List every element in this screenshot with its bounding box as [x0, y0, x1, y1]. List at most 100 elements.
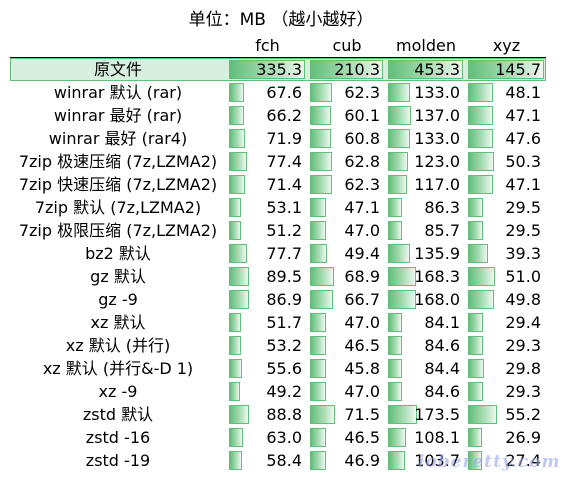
row-label: 7zip 快速压缩 (7z,LZMA2)	[18, 175, 218, 194]
data-bar	[229, 405, 250, 424]
cell-value: 84.6	[424, 382, 460, 401]
cell-value: 55.2	[505, 405, 541, 424]
cell-value: 335.3	[256, 60, 302, 79]
data-bar	[468, 106, 493, 125]
cell-fch: 335.3	[228, 58, 307, 81]
data-bar	[310, 83, 332, 102]
column-header-molden: molden	[396, 36, 456, 55]
cell-value: 66.2	[266, 106, 302, 125]
row-label: 7zip 极速压缩 (7z,LZMA2)	[18, 152, 218, 171]
data-bar	[468, 60, 544, 79]
cell-value: 27.4	[505, 451, 541, 470]
cell-value: 62.3	[344, 175, 380, 194]
cell-xyz: 145.7	[467, 58, 546, 81]
cell-xyz: 29.5	[467, 219, 546, 242]
row-label: xz 默认 (并行&-D 1)	[42, 359, 194, 378]
data-bar	[388, 175, 408, 194]
cell-value: 60.8	[344, 129, 380, 148]
cell-value: 123.0	[414, 152, 460, 171]
data-bar	[468, 405, 497, 424]
data-bar	[388, 405, 417, 424]
cell-value: 67.6	[266, 83, 302, 102]
cell-value: 210.3	[334, 60, 380, 79]
data-bar	[468, 129, 493, 148]
cell-value: 51.2	[266, 221, 302, 240]
cell-value: 29.8	[505, 359, 541, 378]
cell-value: 135.9	[414, 244, 460, 263]
cell-value: 84.6	[424, 336, 460, 355]
data-bar	[310, 152, 332, 171]
cell-value: 50.3	[505, 152, 541, 171]
row-label: zstd -19	[85, 451, 151, 470]
cell-value: 47.6	[505, 129, 541, 148]
cell-molden: 84.6	[387, 334, 465, 357]
cell-xyz: 51.0	[467, 265, 546, 288]
data-bar	[229, 451, 243, 470]
cell-molden: 84.1	[387, 311, 465, 334]
cell-cub: 49.4	[309, 242, 385, 265]
data-bar	[310, 359, 326, 378]
data-bar	[468, 451, 483, 470]
cell-molden: 108.1	[387, 426, 465, 449]
column-header-cub: cub	[332, 36, 362, 55]
data-bar	[388, 267, 416, 286]
cell-molden: 103.7	[387, 449, 465, 472]
data-bar	[310, 336, 327, 355]
cell-fch: 51.7	[228, 311, 307, 334]
cell-value: 26.9	[505, 428, 541, 447]
cell-value: 77.7	[266, 244, 302, 263]
data-bar	[468, 290, 494, 309]
cell-fch: 89.5	[228, 265, 307, 288]
column-header-fch: fch	[255, 36, 280, 55]
cell-cub: 62.3	[309, 173, 385, 196]
cell-value: 39.3	[505, 244, 541, 263]
cell-value: 168.0	[414, 290, 460, 309]
cell-cub: 45.8	[309, 357, 385, 380]
cell-value: 145.7	[495, 60, 541, 79]
cell-value: 49.2	[266, 382, 302, 401]
cell-value: 85.7	[424, 221, 460, 240]
cell-value: 63.0	[266, 428, 302, 447]
data-bar	[229, 382, 241, 401]
watermark: ioberetty.com	[418, 452, 561, 472]
cell-value: 46.5	[344, 428, 380, 447]
data-bar	[388, 244, 411, 263]
cell-fch: 67.6	[228, 81, 307, 104]
cell-xyz: 27.4	[467, 449, 546, 472]
cell-value: 168.3	[414, 267, 460, 286]
cell-molden: 84.4	[387, 357, 465, 380]
data-bar	[388, 313, 402, 332]
cell-fch: 58.4	[228, 449, 307, 472]
cell-cub: 66.7	[309, 288, 385, 311]
cell-fch: 51.2	[228, 219, 307, 242]
cell-value: 51.7	[266, 313, 302, 332]
cell-value: 29.5	[505, 198, 541, 217]
data-bar	[388, 428, 406, 447]
cell-xyz: 26.9	[467, 426, 546, 449]
data-bar	[388, 60, 463, 79]
cell-cub: 47.1	[309, 196, 385, 219]
cell-value: 46.5	[344, 336, 380, 355]
cell-value: 453.3	[414, 60, 460, 79]
cell-cub: 68.9	[309, 265, 385, 288]
cell-value: 46.9	[344, 451, 380, 470]
data-bar	[468, 175, 493, 194]
cell-value: 71.4	[266, 175, 302, 194]
cell-fch: 66.2	[228, 104, 307, 127]
cell-molden: 117.0	[387, 173, 465, 196]
cell-xyz: 29.3	[467, 334, 546, 357]
cell-value: 68.9	[344, 267, 380, 286]
cell-value: 66.7	[344, 290, 380, 309]
chart-title: 单位：MB （越小越好）	[188, 10, 374, 30]
cell-value: 84.1	[424, 313, 460, 332]
cell-value: 29.3	[505, 382, 541, 401]
row-label: zstd 默认	[82, 405, 154, 424]
cell-fch: 49.2	[228, 380, 307, 403]
cell-value: 47.1	[505, 106, 541, 125]
cell-molden: 84.6	[387, 380, 465, 403]
cell-xyz: 47.1	[467, 104, 546, 127]
cell-cub: 47.0	[309, 311, 385, 334]
cell-xyz: 29.8	[467, 357, 546, 380]
data-bar	[310, 313, 327, 332]
